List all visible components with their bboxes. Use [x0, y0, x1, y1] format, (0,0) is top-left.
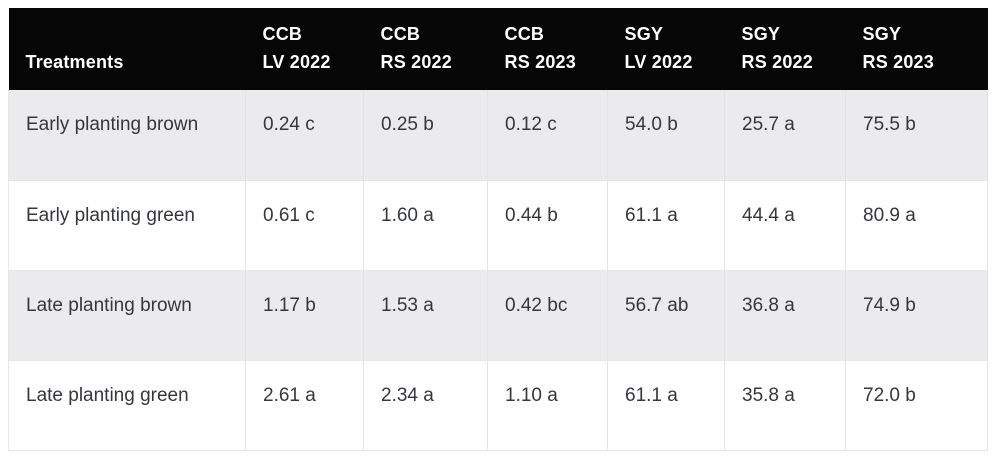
- table-cell: 0.12 c: [487, 90, 608, 181]
- table-cell: 0.24 c: [245, 90, 364, 181]
- table-cell: 25.7 a: [724, 90, 846, 181]
- table-row: Late planting green 2.61 a 2.34 a 1.10 a…: [8, 360, 988, 451]
- row-label: Late planting green: [8, 360, 246, 451]
- table-cell: 2.61 a: [245, 360, 364, 451]
- table-cell: 75.5 b: [845, 90, 988, 181]
- table-row: Late planting brown 1.17 b 1.53 a 0.42 b…: [8, 270, 988, 361]
- column-header-sgy-rs-2023: SGY RS 2023: [845, 8, 988, 90]
- table-cell: 1.53 a: [363, 270, 488, 361]
- table-cell: 80.9 a: [845, 180, 988, 271]
- table-cell: 61.1 a: [607, 180, 725, 271]
- column-header-ccb-rs-2023: CCB RS 2023: [487, 8, 608, 90]
- treatments-table: Treatments CCB LV 2022 CCB RS 2022 CCB R…: [8, 8, 988, 451]
- table-cell: 0.61 c: [245, 180, 364, 271]
- table-cell: 2.34 a: [363, 360, 488, 451]
- column-header-sgy-lv-2022: SGY LV 2022: [607, 8, 725, 90]
- table-header: Treatments CCB LV 2022 CCB RS 2022 CCB R…: [8, 8, 988, 90]
- table-cell: 0.42 bc: [487, 270, 608, 361]
- table-cell: 44.4 a: [724, 180, 846, 271]
- table-row: Early planting brown 0.24 c 0.25 b 0.12 …: [8, 90, 988, 181]
- column-header-ccb-rs-2022: CCB RS 2022: [363, 8, 488, 90]
- row-label: Late planting brown: [8, 270, 246, 361]
- table-cell: 35.8 a: [724, 360, 846, 451]
- table-cell: 36.8 a: [724, 270, 846, 361]
- page: Treatments CCB LV 2022 CCB RS 2022 CCB R…: [8, 8, 988, 451]
- table-cell: 1.10 a: [487, 360, 608, 451]
- header-row: Treatments CCB LV 2022 CCB RS 2022 CCB R…: [8, 8, 988, 90]
- table-cell: 74.9 b: [845, 270, 988, 361]
- table-body: Early planting brown 0.24 c 0.25 b 0.12 …: [8, 90, 988, 451]
- table-row: Early planting green 0.61 c 1.60 a 0.44 …: [8, 180, 988, 271]
- table-cell: 56.7 ab: [607, 270, 725, 361]
- row-label: Early planting brown: [8, 90, 246, 181]
- column-header-treatments: Treatments: [8, 8, 246, 90]
- table-cell: 0.25 b: [363, 90, 488, 181]
- table-cell: 72.0 b: [845, 360, 988, 451]
- table-cell: 61.1 a: [607, 360, 725, 451]
- table-cell: 0.44 b: [487, 180, 608, 271]
- table-cell: 1.17 b: [245, 270, 364, 361]
- table-cell: 1.60 a: [363, 180, 488, 271]
- row-label: Early planting green: [8, 180, 246, 271]
- table-cell: 54.0 b: [607, 90, 725, 181]
- column-header-sgy-rs-2022: SGY RS 2022: [724, 8, 846, 90]
- column-header-ccb-lv-2022: CCB LV 2022: [245, 8, 364, 90]
